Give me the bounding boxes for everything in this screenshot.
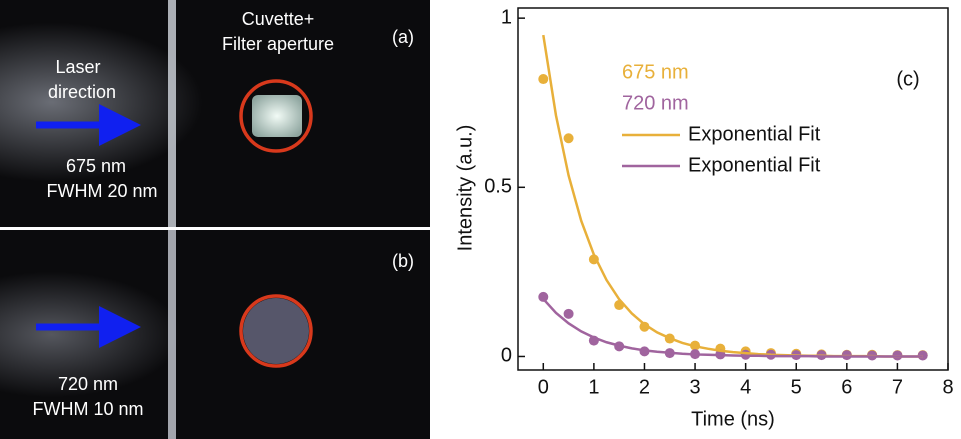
x-tick-label: 1 [588, 376, 599, 398]
panel-label: (a) [392, 27, 414, 47]
aperture-spot [252, 95, 302, 137]
y-tick-label: 1 [501, 6, 512, 28]
plot-frame [517, 7, 949, 371]
legend-label: Exponential Fit [688, 154, 821, 176]
x-tick-label: 3 [689, 376, 700, 398]
cuvette-wall [168, 0, 176, 227]
fwhm: FWHM 10 nm [32, 399, 143, 419]
x-tick-label: 6 [841, 376, 852, 398]
cuvette-wall [168, 230, 176, 439]
y-tick-label: 0.5 [484, 176, 512, 198]
y-tick-label: 0 [501, 345, 512, 367]
fit-line [542, 34, 923, 358]
data-point [538, 74, 549, 85]
data-point [639, 321, 650, 332]
y-axis-label: Intensity (a.u.) [454, 125, 476, 252]
data-point [538, 291, 549, 302]
photo-b [0, 230, 430, 439]
aperture-title: Filter aperture [222, 34, 334, 54]
x-tick-label: 4 [740, 376, 751, 398]
x-tick-label: 8 [942, 376, 953, 398]
laser-label: direction [48, 82, 116, 102]
legend-label: Exponential Fit [688, 123, 821, 145]
fit-line [542, 298, 923, 358]
aperture-spot [243, 298, 309, 364]
panel-label: (b) [392, 251, 414, 271]
x-tick-label: 0 [538, 376, 549, 398]
panel-label: (c) [896, 68, 919, 90]
legend-label: 720 nm [622, 92, 689, 114]
wavelength: 675 nm [66, 156, 126, 176]
wavelength: 720 nm [58, 374, 118, 394]
laser-label: Laser [55, 57, 100, 77]
aperture-title: Cuvette+ [242, 9, 315, 29]
aperture-circle [239, 79, 313, 153]
legend-label: 675 nm [622, 61, 689, 83]
x-tick-label: 7 [892, 376, 903, 398]
data-point [563, 133, 574, 144]
fwhm: FWHM 20 nm [46, 181, 157, 201]
x-tick-label: 5 [791, 376, 802, 398]
x-axis-label: Time (ns) [691, 408, 775, 430]
photo-a [0, 0, 430, 227]
data-point [563, 308, 574, 319]
x-tick-label: 2 [639, 376, 650, 398]
aperture-circle [239, 294, 313, 368]
